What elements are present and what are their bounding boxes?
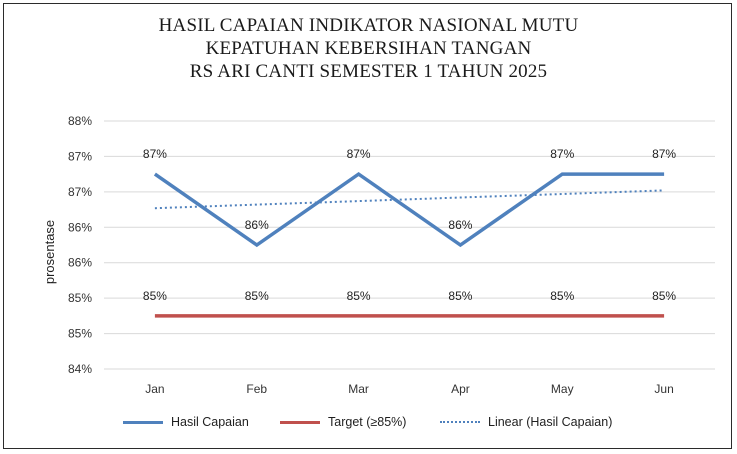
data-label: 87% xyxy=(347,147,371,161)
data-label: 86% xyxy=(448,218,472,232)
y-tick-label: 84% xyxy=(68,362,92,376)
legend-label-hasil-capaian: Hasil Capaian xyxy=(171,415,249,429)
legend-label-linear: Linear (Hasil Capaian) xyxy=(488,415,613,429)
data-labels: 87% 86% 87% 86% 87% 87% 85% 85% 85% 85% 85% 85% xyxy=(143,147,677,303)
data-label: 87% xyxy=(143,147,167,161)
series-lines xyxy=(153,171,665,318)
data-label: 85% xyxy=(652,289,676,303)
legend-swatch-linear xyxy=(440,421,480,423)
y-tick-label: 85% xyxy=(68,327,92,341)
data-label: 85% xyxy=(448,289,472,303)
title-line-2: KEPATUHAN KEBERSIHAN TANGAN xyxy=(205,38,532,59)
legend: Hasil Capaian Target (≥85%) Linear (Hasi… xyxy=(0,415,737,435)
x-tick-label: Mar xyxy=(348,382,369,396)
x-tick-label: May xyxy=(551,382,574,396)
series-line-linear-hasil-capaian xyxy=(154,189,665,210)
x-tick-label: Jan xyxy=(145,382,164,396)
legend-label-target: Target (≥85%) xyxy=(328,415,407,429)
data-label: 85% xyxy=(245,289,269,303)
y-tick-label: 86% xyxy=(68,220,92,234)
y-axis-tick-labels: 84% 85% 85% 86% 86% 87% 87% 88% xyxy=(68,114,92,376)
data-label: 87% xyxy=(550,147,574,161)
title-line-3: RS ARI CANTI SEMESTER 1 TAHUN 2025 xyxy=(189,61,548,82)
x-tick-label: Apr xyxy=(451,382,470,396)
y-tick-label: 88% xyxy=(68,114,92,128)
x-tick-label: Jun xyxy=(654,382,673,396)
x-tick-label: Feb xyxy=(246,382,267,396)
data-label: 85% xyxy=(550,289,574,303)
data-label: 85% xyxy=(143,289,167,303)
title-line-1: HASIL CAPAIAN INDIKATOR NASIONAL MUTU xyxy=(158,15,579,36)
legend-item-hasil-capaian: Hasil Capaian xyxy=(123,415,249,429)
x-axis-tick-labels: Jan Feb Mar Apr May Jun xyxy=(145,382,674,396)
y-tick-label: 87% xyxy=(68,185,92,199)
data-label: 86% xyxy=(245,218,269,232)
legend-swatch-target xyxy=(280,420,320,424)
y-axis-label: prosentase xyxy=(42,220,57,284)
series-line-hasil-capaian xyxy=(153,171,665,248)
y-tick-label: 86% xyxy=(68,256,92,270)
data-label: 85% xyxy=(347,289,371,303)
legend-swatch-hasil-capaian xyxy=(123,420,163,424)
y-tick-label: 87% xyxy=(68,149,92,163)
legend-item-linear: Linear (Hasil Capaian) xyxy=(440,415,612,429)
chart-title: HASIL CAPAIAN INDIKATOR NASIONAL MUTU KE… xyxy=(0,14,737,83)
legend-item-target: Target (≥85%) xyxy=(280,415,406,429)
gridlines xyxy=(104,120,715,370)
data-label: 87% xyxy=(652,147,676,161)
y-tick-label: 85% xyxy=(68,291,92,305)
chart-frame xyxy=(3,3,732,449)
